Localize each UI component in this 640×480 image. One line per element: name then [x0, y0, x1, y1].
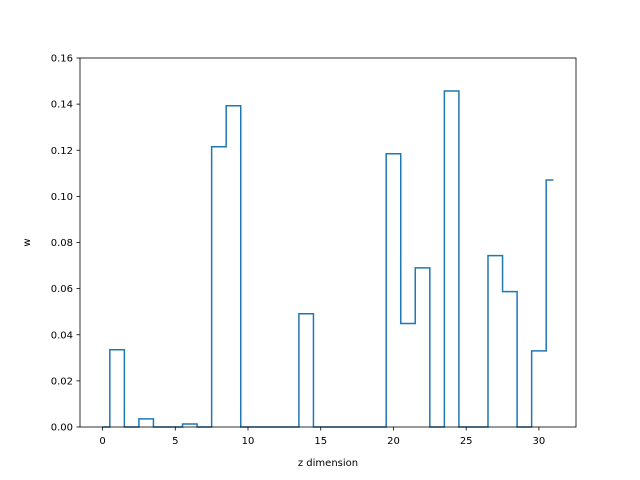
- x-tick-label: 10: [242, 436, 255, 447]
- x-tick-label: 20: [387, 436, 400, 447]
- x-axis-label: z dimension: [298, 458, 358, 469]
- x-tick-label: 5: [172, 436, 178, 447]
- y-tick-label: 0.04: [51, 330, 73, 341]
- x-tick-label: 0: [99, 436, 105, 447]
- y-tick-label: 0.00: [51, 423, 73, 434]
- y-tick-label: 0.06: [51, 284, 73, 295]
- y-tick-label: 0.02: [51, 376, 73, 387]
- y-axis-label: w: [22, 238, 33, 246]
- y-tick-label: 0.10: [51, 192, 73, 203]
- y-tick-label: 0.16: [51, 54, 73, 65]
- x-axis: 0 5 10 15 20 25 30: [99, 427, 545, 447]
- x-tick-label: 25: [460, 436, 473, 447]
- x-tick-label: 30: [533, 436, 546, 447]
- y-tick-label: 0.14: [51, 100, 73, 111]
- y-axis: 0.00 0.02 0.04 0.06 0.08 0.10 0.12 0.14 0.16: [51, 54, 80, 434]
- y-tick-label: 0.08: [51, 238, 73, 249]
- y-tick-label: 0.12: [51, 146, 73, 157]
- x-tick-label: 15: [314, 436, 327, 447]
